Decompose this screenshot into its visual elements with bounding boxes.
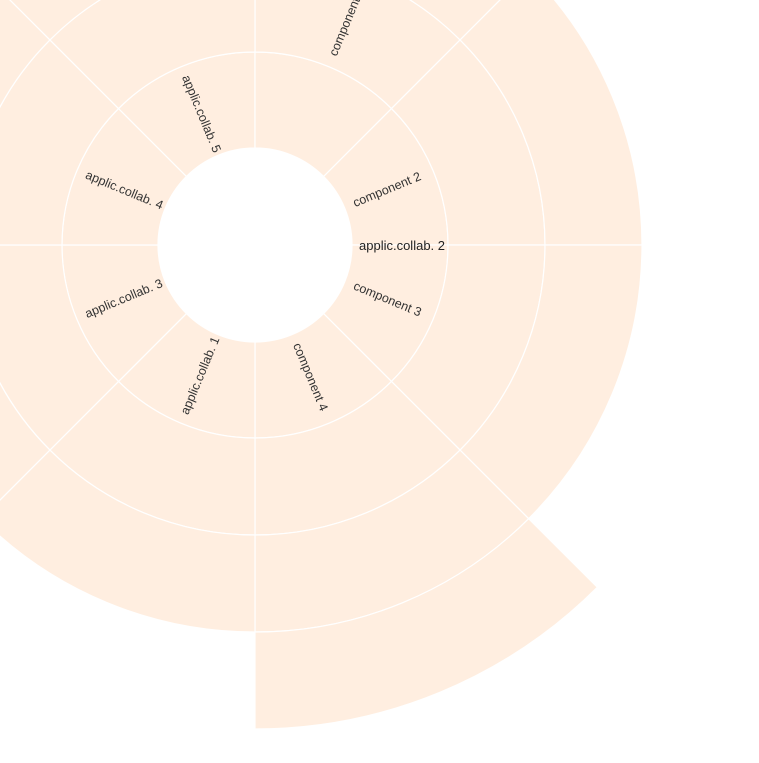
segments-layer (0, 0, 643, 730)
ring-3-segment-0[interactable] (255, 0, 529, 41)
ring-3-segment-6[interactable] (0, 0, 51, 245)
ring-3-segment-4[interactable] (0, 449, 256, 633)
ring-2-segment-7[interactable] (49, 0, 256, 110)
ring-4-segment-0[interactable] (254, 517, 599, 730)
ring-3-segment-7[interactable] (0, 0, 255, 41)
center-hole[interactable] (159, 149, 351, 341)
ring-3-segment-5[interactable] (0, 245, 51, 519)
center-label[interactable]: applic.collab. 2 (359, 238, 445, 253)
